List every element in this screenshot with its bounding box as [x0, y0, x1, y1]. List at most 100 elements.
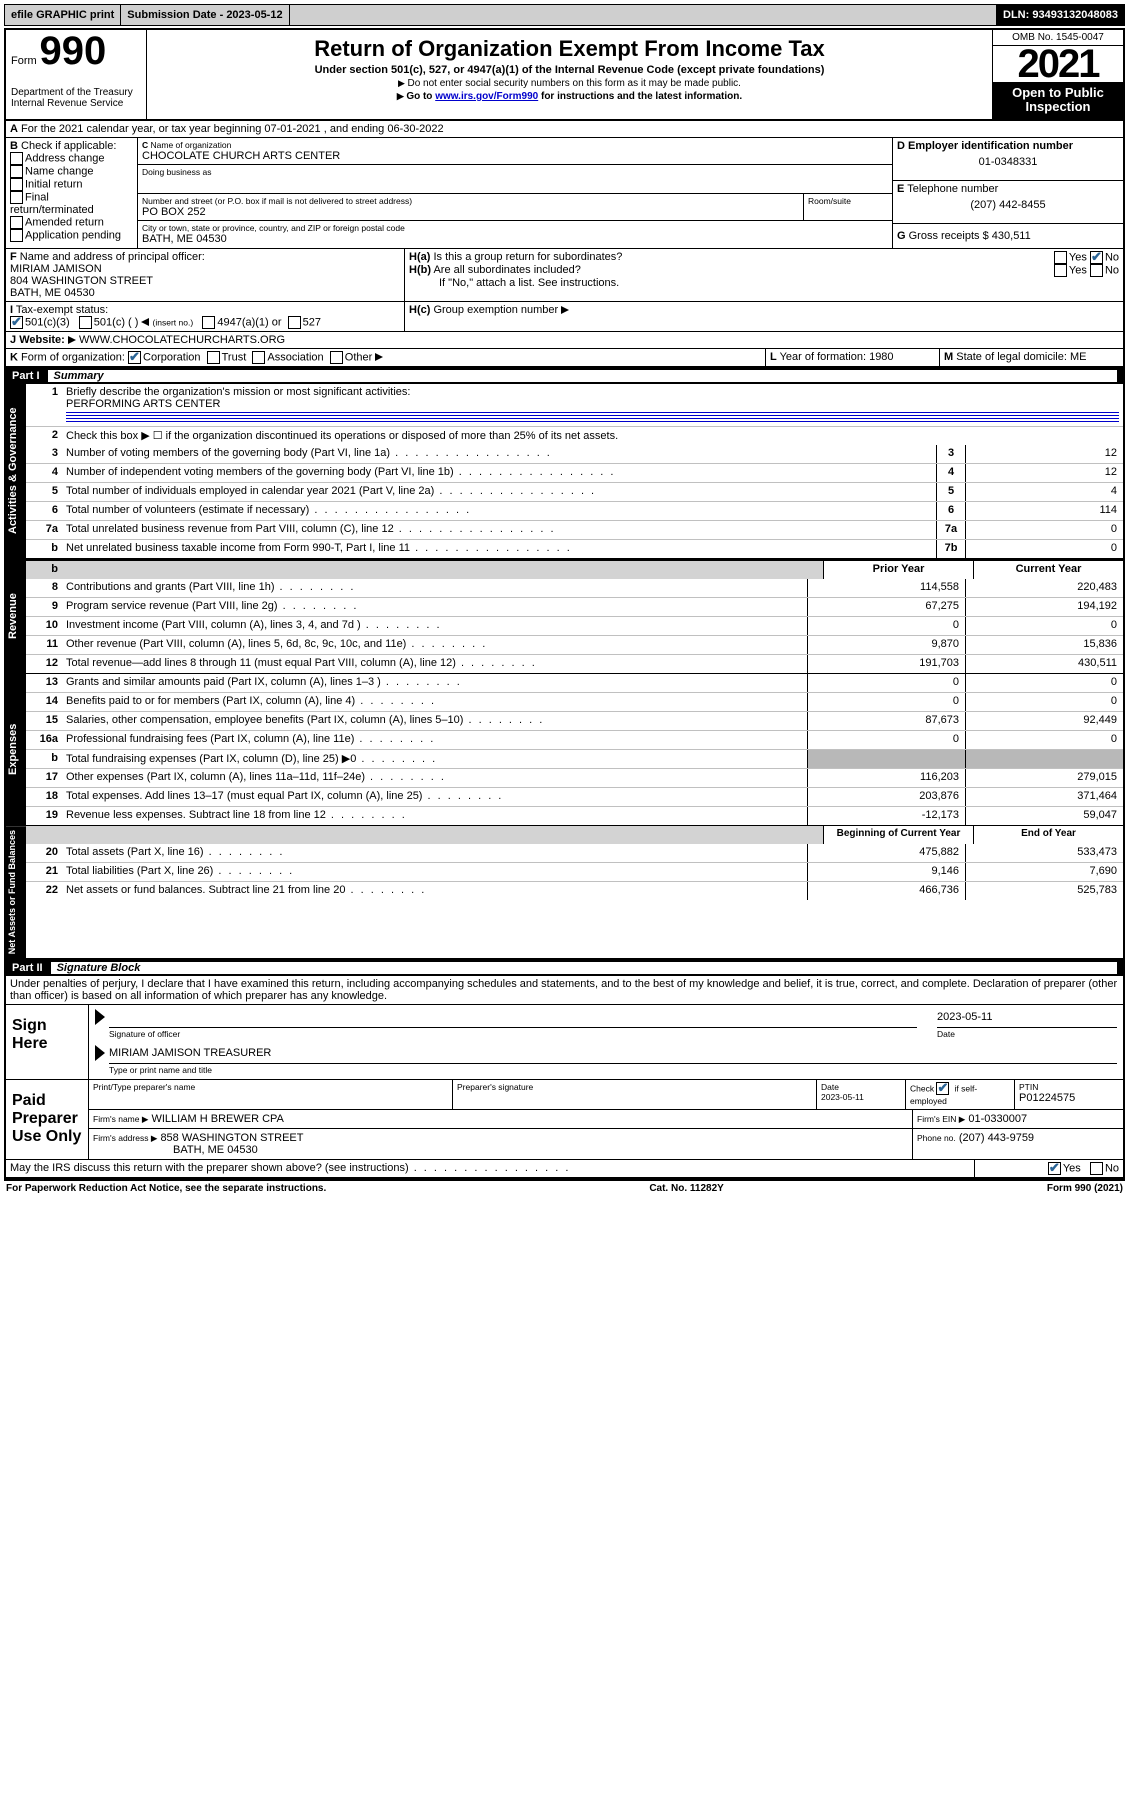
- cb-501c[interactable]: [79, 316, 92, 329]
- officer-block: F Name and address of principal officer:…: [6, 249, 1123, 302]
- cb-other[interactable]: [330, 351, 343, 364]
- line-value: 12: [965, 464, 1123, 482]
- letter-e: E: [897, 183, 904, 195]
- website-row: J Website: WWW.CHOCOLATECHURCHARTS.ORG: [6, 332, 1123, 349]
- current-value: 0: [965, 617, 1123, 635]
- letter-j: J: [10, 334, 16, 346]
- cb-discuss-yes[interactable]: [1048, 1162, 1061, 1175]
- line-number: b: [26, 540, 62, 558]
- summary-row: 6Total number of volunteers (estimate if…: [26, 501, 1123, 520]
- cb-final-return[interactable]: [10, 191, 23, 204]
- lbl-initial-return: Initial return: [25, 178, 82, 190]
- line-desc: Net unrelated business taxable income fr…: [62, 540, 936, 558]
- lbl-527: 527: [303, 316, 321, 328]
- summary-row: 18Total expenses. Add lines 13–17 (must …: [26, 787, 1123, 806]
- line-value: 0: [965, 521, 1123, 539]
- gov-section: Activities & Governance 1 Briefly descri…: [6, 384, 1123, 559]
- summary-row: 22Net assets or fund balances. Subtract …: [26, 881, 1123, 900]
- line-box: 3: [936, 445, 965, 463]
- cb-address-change[interactable]: [10, 152, 23, 165]
- website-label: Website:: [19, 334, 65, 346]
- lbl-assoc: Association: [267, 351, 323, 363]
- sig-date-label: Date: [937, 1029, 1117, 1039]
- prior-value: 9,870: [807, 636, 965, 654]
- current-value: 59,047: [965, 807, 1123, 825]
- cb-hb-yes[interactable]: [1054, 264, 1067, 277]
- ha-question: Is this a group return for subordinates?: [433, 251, 622, 263]
- lbl-insertno: (insert no.): [153, 317, 194, 327]
- letter-m: M: [944, 351, 953, 363]
- tab-net-assets: Net Assets or Fund Balances: [6, 826, 26, 958]
- firm-addr: 858 WASHINGTON STREET: [160, 1132, 303, 1144]
- line-desc: Number of independent voting members of …: [62, 464, 936, 482]
- line-number: 16a: [26, 731, 62, 749]
- line-desc: Benefits paid to or for members (Part IX…: [62, 693, 807, 711]
- cb-ha-yes[interactable]: [1054, 251, 1067, 264]
- summary-row: 21Total liabilities (Part X, line 26)9,1…: [26, 862, 1123, 881]
- prior-value: 0: [807, 674, 965, 692]
- line-number: 7a: [26, 521, 62, 539]
- paid-preparer-label: Paid Preparer Use Only: [6, 1080, 89, 1159]
- sig-arrow-icon: [95, 1009, 105, 1025]
- cb-initial-return[interactable]: [10, 178, 23, 191]
- cb-amended[interactable]: [10, 216, 23, 229]
- goto-line: Go to www.irs.gov/Form990 for instructio…: [155, 91, 984, 102]
- street-address: PO BOX 252: [142, 206, 799, 218]
- open-public-badge: Open to Public Inspection: [993, 82, 1123, 119]
- line-desc: Other revenue (Part VIII, column (A), li…: [62, 636, 807, 654]
- form990-link[interactable]: www.irs.gov/Form990: [435, 91, 538, 102]
- form-id-box: Form 990 Department of the Treasury Inte…: [6, 30, 147, 119]
- room-label: Room/suite: [808, 196, 888, 206]
- lbl-501c: 501(c) ( ): [94, 316, 139, 328]
- ptin-value: P01224575: [1019, 1092, 1119, 1104]
- line-number: 5: [26, 483, 62, 501]
- sig-arrow-icon: [95, 1045, 105, 1061]
- letter-hb: H(b): [409, 264, 431, 276]
- current-value: [965, 750, 1123, 768]
- lbl-name-change: Name change: [25, 165, 94, 177]
- line-value: 114: [965, 502, 1123, 520]
- cb-trust[interactable]: [207, 351, 220, 364]
- arrow-left-icon: [141, 318, 149, 326]
- check-label: Check: [910, 1083, 936, 1093]
- irs-label: Internal Revenue Service: [11, 98, 141, 109]
- line-a-row: A For the 2021 calendar year, or tax yea…: [6, 121, 1123, 138]
- letter-ha: H(a): [409, 251, 430, 263]
- cb-ha-no[interactable]: [1090, 251, 1103, 264]
- ein-label: Employer identification number: [908, 140, 1073, 152]
- cb-4947[interactable]: [202, 316, 215, 329]
- cb-hb-no[interactable]: [1090, 264, 1103, 277]
- prior-value: 0: [807, 617, 965, 635]
- prior-value: 191,703: [807, 655, 965, 673]
- cb-app-pending[interactable]: [10, 229, 23, 242]
- cb-discuss-no[interactable]: [1090, 1162, 1103, 1175]
- line-number: b: [26, 750, 62, 768]
- title-box: Return of Organization Exempt From Incom…: [147, 30, 992, 119]
- cb-assoc[interactable]: [252, 351, 265, 364]
- efile-button[interactable]: efile GRAPHIC print: [5, 5, 121, 25]
- summary-row: 20Total assets (Part X, line 16)475,8825…: [26, 844, 1123, 862]
- addr-label: Number and street (or P.O. box if mail i…: [142, 196, 799, 206]
- prep-phone: (207) 443-9759: [959, 1132, 1034, 1144]
- type-name-label: Type or print name and title: [109, 1065, 1117, 1075]
- col-sig-label: Preparer's signature: [457, 1082, 812, 1092]
- org-name: CHOCOLATE CHURCH ARTS CENTER: [142, 150, 888, 162]
- summary-row: bTotal fundraising expenses (Part IX, co…: [26, 749, 1123, 768]
- dept-treasury: Department of the Treasury: [11, 87, 141, 98]
- cb-self-employed[interactable]: [936, 1082, 949, 1095]
- cb-527[interactable]: [288, 316, 301, 329]
- prior-value: [807, 750, 965, 768]
- current-year-header: Current Year: [973, 561, 1123, 579]
- domicile-state: State of legal domicile: ME: [956, 351, 1086, 363]
- summary-row: 8Contributions and grants (Part VIII, li…: [26, 579, 1123, 597]
- part1-header: Part I Summary: [6, 368, 1123, 384]
- cb-name-change[interactable]: [10, 165, 23, 178]
- prior-value: 0: [807, 731, 965, 749]
- cb-corp[interactable]: [128, 351, 141, 364]
- form-number: 990: [39, 29, 106, 73]
- num-2: 2: [26, 427, 62, 445]
- cat-no: Cat. No. 11282Y: [649, 1183, 723, 1194]
- current-value: 0: [965, 674, 1123, 692]
- cb-501c3[interactable]: [10, 316, 23, 329]
- summary-row: 14Benefits paid to or for members (Part …: [26, 692, 1123, 711]
